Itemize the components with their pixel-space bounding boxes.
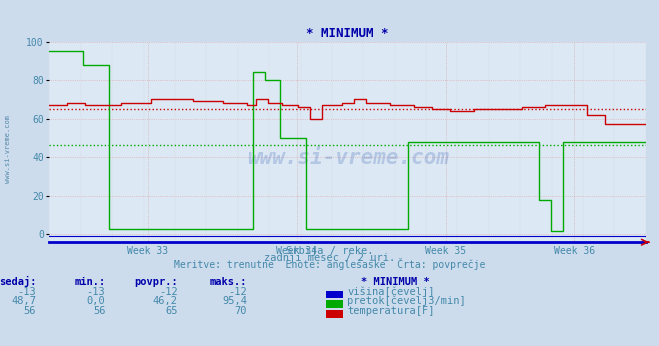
Text: -13: -13 bbox=[18, 287, 36, 297]
Text: 95,4: 95,4 bbox=[222, 297, 247, 307]
Text: * MINIMUM *: * MINIMUM * bbox=[361, 277, 430, 288]
Text: -12: -12 bbox=[159, 287, 178, 297]
Text: -13: -13 bbox=[87, 287, 105, 297]
Text: 46,2: 46,2 bbox=[153, 297, 178, 307]
Text: Srbija / reke.: Srbija / reke. bbox=[286, 246, 373, 256]
Text: 48,7: 48,7 bbox=[11, 297, 36, 307]
Text: -12: -12 bbox=[229, 287, 247, 297]
Text: 65: 65 bbox=[165, 306, 178, 316]
Text: zadnji mesec / 2 uri.: zadnji mesec / 2 uri. bbox=[264, 253, 395, 263]
Text: maks.:: maks.: bbox=[210, 277, 247, 288]
Text: www.si-vreme.com: www.si-vreme.com bbox=[5, 115, 11, 183]
Text: pretok[čevelj3/min]: pretok[čevelj3/min] bbox=[347, 296, 466, 307]
Text: 56: 56 bbox=[93, 306, 105, 316]
Text: Meritve: trenutne  Enote: anglešaške  Črta: povprečje: Meritve: trenutne Enote: anglešaške Črta… bbox=[174, 258, 485, 270]
Text: višina[čevelj]: višina[čevelj] bbox=[347, 286, 435, 297]
Text: sedaj:: sedaj: bbox=[0, 276, 36, 288]
Text: www.si-vreme.com: www.si-vreme.com bbox=[246, 148, 449, 168]
Text: povpr.:: povpr.: bbox=[134, 277, 178, 288]
Text: temperatura[F]: temperatura[F] bbox=[347, 306, 435, 316]
Text: 56: 56 bbox=[24, 306, 36, 316]
Text: min.:: min.: bbox=[74, 277, 105, 288]
Text: 70: 70 bbox=[235, 306, 247, 316]
Text: 0,0: 0,0 bbox=[87, 297, 105, 307]
Title: * MINIMUM *: * MINIMUM * bbox=[306, 27, 389, 40]
